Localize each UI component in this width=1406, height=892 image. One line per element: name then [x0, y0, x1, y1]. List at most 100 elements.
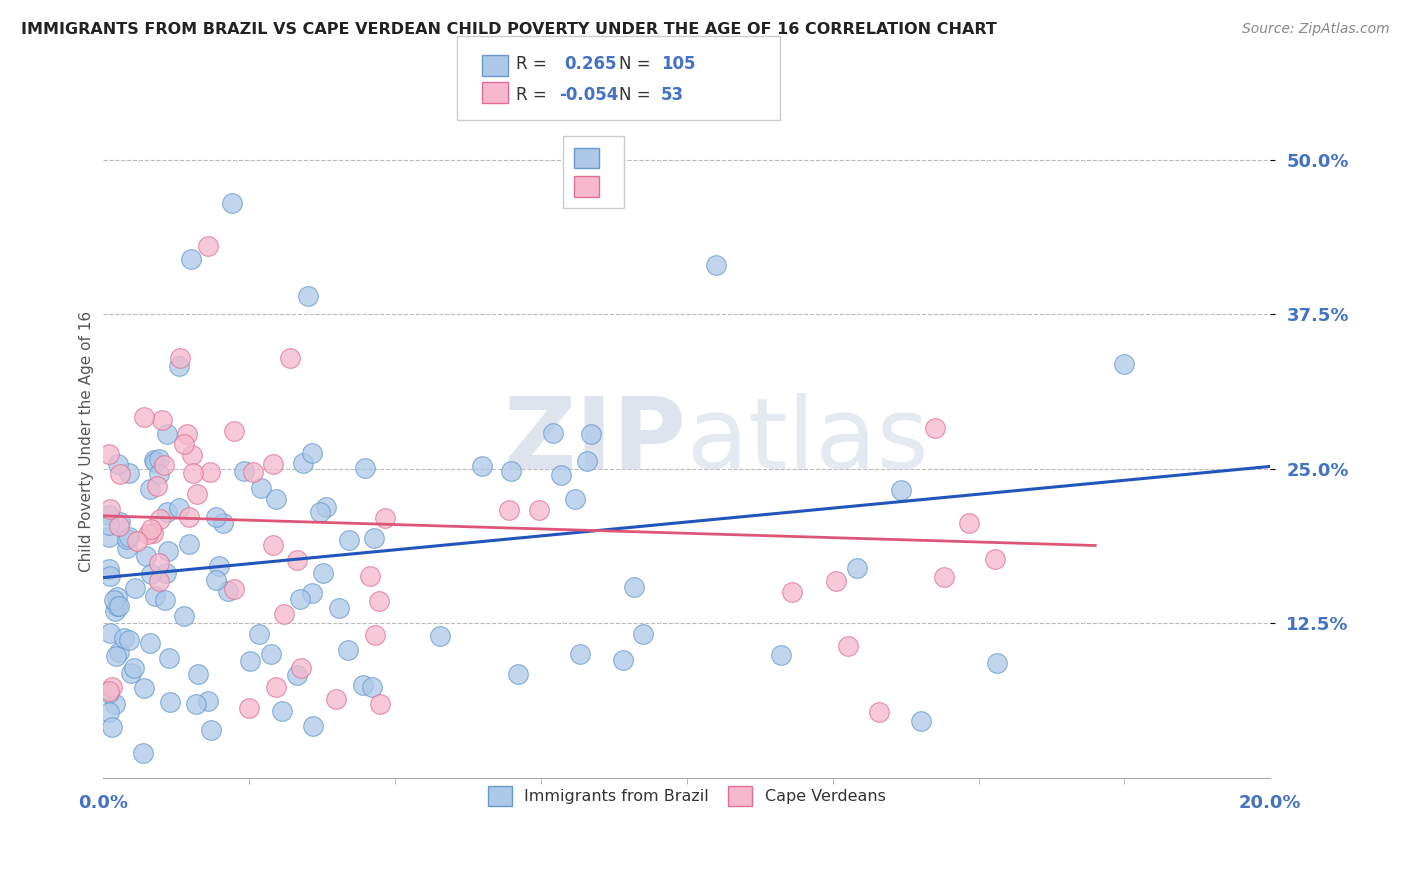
- Point: [212, 516, 235, 530]
- Point: [135, 549, 157, 564]
- Point: [155, 593, 177, 607]
- Point: [156, 544, 179, 558]
- Point: [374, 511, 396, 525]
- Text: R =: R =: [516, 55, 557, 73]
- Point: [924, 420, 946, 434]
- Point: [780, 584, 803, 599]
- Point: [359, 568, 381, 582]
- Point: [825, 574, 848, 588]
- Point: [364, 628, 387, 642]
- Point: [631, 627, 654, 641]
- Point: [262, 538, 284, 552]
- Point: [550, 468, 572, 483]
- Point: [148, 574, 170, 588]
- Point: [238, 701, 260, 715]
- Point: [932, 570, 955, 584]
- Point: [984, 552, 1007, 566]
- Point: [197, 694, 219, 708]
- Text: Source: ZipAtlas.com: Source: ZipAtlas.com: [1241, 22, 1389, 37]
- Point: [156, 505, 179, 519]
- Point: [148, 467, 170, 482]
- Point: [288, 591, 311, 606]
- Point: [301, 446, 323, 460]
- Point: [498, 503, 520, 517]
- Point: [156, 427, 179, 442]
- Point: [107, 599, 129, 613]
- Point: [224, 424, 246, 438]
- Point: [98, 530, 121, 544]
- Point: [204, 573, 226, 587]
- Point: [148, 556, 170, 570]
- Point: [704, 258, 727, 272]
- Point: [301, 719, 323, 733]
- Point: [103, 593, 125, 607]
- Point: [118, 632, 141, 647]
- Point: [159, 695, 181, 709]
- Y-axis label: Child Poverty Under the Age of 16: Child Poverty Under the Age of 16: [79, 310, 94, 572]
- Point: [612, 652, 634, 666]
- Point: [139, 566, 162, 581]
- Point: [180, 448, 202, 462]
- Point: [837, 639, 859, 653]
- Point: [197, 239, 219, 253]
- Point: [124, 581, 146, 595]
- Point: [148, 512, 170, 526]
- Point: [139, 483, 162, 497]
- Point: [264, 680, 287, 694]
- Point: [239, 655, 262, 669]
- Point: [247, 627, 270, 641]
- Point: [108, 645, 131, 659]
- Point: [308, 505, 330, 519]
- Point: [152, 413, 174, 427]
- Point: [142, 453, 165, 467]
- Point: [568, 647, 591, 661]
- Point: [200, 723, 222, 737]
- Point: [155, 566, 177, 581]
- Point: [98, 569, 121, 583]
- Point: [173, 436, 195, 450]
- Point: [117, 532, 139, 546]
- Point: [186, 487, 208, 501]
- Point: [98, 684, 121, 698]
- Point: [153, 458, 176, 473]
- Point: [143, 454, 166, 468]
- Point: [217, 583, 239, 598]
- Point: [146, 479, 169, 493]
- Point: [270, 704, 292, 718]
- Point: [890, 483, 912, 497]
- Point: [187, 666, 209, 681]
- Point: [290, 661, 312, 675]
- Text: 53: 53: [661, 87, 683, 104]
- Point: [136, 526, 159, 541]
- Point: [104, 604, 127, 618]
- Point: [846, 561, 869, 575]
- Point: [315, 500, 337, 514]
- Point: [986, 656, 1008, 670]
- Point: [579, 427, 602, 442]
- Text: 105: 105: [661, 55, 696, 73]
- Point: [233, 464, 256, 478]
- Point: [134, 410, 156, 425]
- Point: [117, 541, 139, 555]
- Point: [336, 642, 359, 657]
- Point: [120, 666, 142, 681]
- Point: [541, 425, 564, 440]
- Point: [184, 697, 207, 711]
- Point: [107, 599, 129, 613]
- Point: [105, 649, 128, 664]
- Point: [260, 647, 283, 661]
- Point: [301, 585, 323, 599]
- Point: [142, 525, 165, 540]
- Point: [291, 456, 314, 470]
- Point: [1114, 357, 1136, 371]
- Point: [354, 461, 377, 475]
- Point: [325, 692, 347, 706]
- Point: [98, 447, 121, 461]
- Point: [242, 466, 264, 480]
- Point: [262, 457, 284, 471]
- Point: [108, 467, 131, 482]
- Point: [180, 252, 202, 266]
- Point: [145, 589, 167, 603]
- Point: [176, 427, 198, 442]
- Point: [337, 533, 360, 548]
